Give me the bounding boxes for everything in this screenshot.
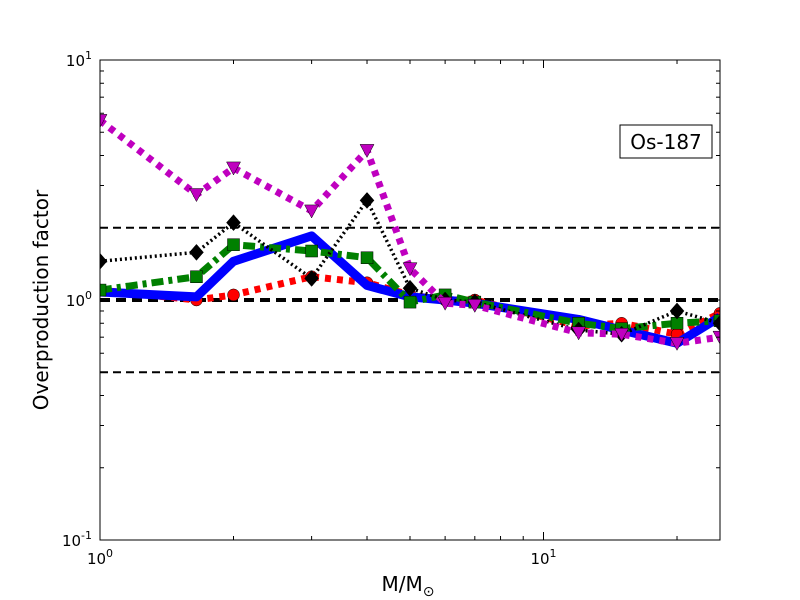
series-4-point-5 [402, 262, 418, 277]
x-axis-label: M/M⊙ [382, 572, 435, 600]
y-tick-exp-0: -1 [81, 529, 92, 542]
series-4-point-1 [189, 188, 204, 203]
series-3-point-4 [359, 192, 375, 209]
y-tick-base-2: 10 [66, 52, 85, 70]
series-4-point-4 [359, 144, 375, 158]
x-tick-base-0: 10 [87, 550, 106, 568]
series-0-point-2 [227, 288, 240, 302]
series-3-point-0 [100, 252, 108, 270]
series-layer [100, 114, 720, 351]
y-tick-label-0: 10-1 [62, 529, 92, 550]
series-3-point-10 [669, 302, 685, 320]
y-tick-base-0: 10 [62, 532, 81, 550]
y-tick-label-2: 101 [66, 49, 92, 70]
series-line-4 [100, 117, 720, 347]
x-tick-label-0: 100 [87, 547, 113, 568]
series-4-point-0 [100, 114, 108, 128]
x-tick-exp-1: 1 [550, 547, 557, 560]
series-3-point-2 [226, 214, 241, 232]
y-tick-exp-2: 1 [85, 49, 92, 62]
series-2-point-3 [305, 244, 318, 258]
annotation-box: Os-187 [619, 124, 713, 159]
series-3-point-3 [304, 270, 319, 287]
series-3-point-5 [402, 279, 418, 297]
x-axis-label-main: M/M [382, 572, 423, 596]
y-axis-label: Overproduction factor [29, 189, 53, 410]
y-tick-exp-1: 0 [85, 289, 92, 302]
series-4-point-9 [614, 327, 630, 342]
series-line-3 [100, 198, 720, 336]
x-tick-label-1: 101 [530, 547, 556, 568]
series-4-point-2 [226, 161, 241, 176]
series-4-point-8 [571, 326, 587, 341]
annotation-frame [619, 124, 713, 159]
x-tick-exp-0: 0 [106, 547, 113, 560]
series-2-point-5 [403, 295, 417, 309]
plot-frame [99, 59, 721, 541]
annotation-text: Os-187 [630, 130, 702, 154]
series-4-point-3 [304, 204, 320, 219]
y-tick-label-1: 100 [66, 289, 92, 310]
x-axis-label-subscript: ⊙ [423, 584, 435, 600]
series-2-point-0 [100, 283, 107, 297]
series-4-point-6 [437, 296, 453, 311]
series-3-point-1 [189, 243, 204, 261]
series-2-point-4 [360, 251, 374, 264]
series-2-point-1 [190, 270, 203, 283]
series-2-point-2 [227, 238, 240, 251]
series-4-point-10 [669, 337, 685, 351]
series-4-point-7 [467, 299, 483, 313]
x-tick-base-1: 10 [530, 550, 549, 568]
y-tick-base-1: 10 [66, 292, 85, 310]
